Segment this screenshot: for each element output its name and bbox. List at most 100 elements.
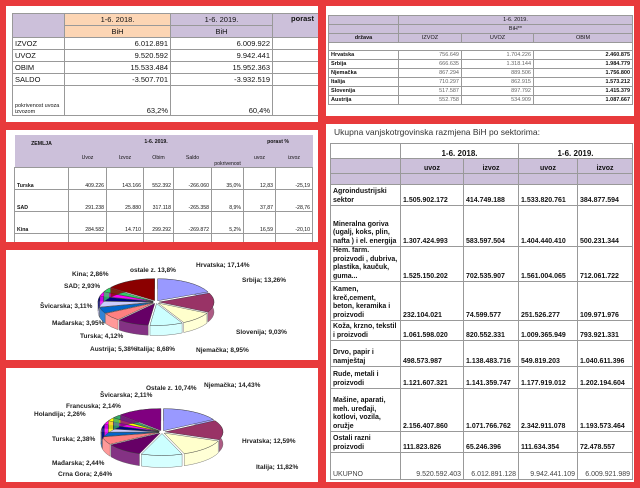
growth-cell: [272, 85, 318, 116]
cell: 897.792: [461, 86, 534, 96]
table-row: Ostali razni proizvodi 111.823.826 65.246.…: [330, 431, 633, 453]
cell: 8,9%: [210, 188, 245, 212]
row-label: pokrivenost uvoza izvozom: [12, 85, 65, 116]
cell: 552.392: [143, 166, 174, 190]
pie-label: ostale z. 13,8%: [130, 267, 176, 274]
period-header: 1-6. 2019.: [144, 139, 168, 145]
cell: 1.561.004.065: [518, 246, 578, 282]
country-name: Turska: [14, 166, 69, 190]
cell: 867.294: [398, 68, 462, 78]
pie-svg: [97, 278, 215, 336]
col-header: izvoz: [577, 158, 633, 174]
row-label: IZVOZ: [12, 37, 65, 50]
pie-slice: [118, 303, 156, 326]
table-row: Hrvatska 756.649 1.704.226 2.460.875: [328, 50, 634, 60]
cell: 72.478.557: [577, 431, 633, 453]
sector-name: Rude, metali i proizvodi: [330, 366, 401, 389]
cell: 284.582: [68, 210, 107, 234]
table-row: pokrivenost uvoza izvozom 63,2% 60,4%: [12, 85, 318, 116]
pie-slice: [149, 303, 183, 326]
growth-cell: [272, 49, 318, 62]
pie-label: Turska; 2,38%: [52, 436, 96, 443]
sub-header: BiH**: [397, 24, 634, 34]
row-label: SALDO: [12, 73, 65, 86]
cell: 1.525.150.202: [400, 246, 464, 282]
pie-label: Holandija; 2,26%: [34, 411, 86, 418]
col-header: uvoz: [400, 158, 464, 174]
cell: 820.552.331: [463, 320, 519, 341]
pie-slice: [119, 408, 162, 431]
pie-label: Srbija; 13,26%: [242, 277, 287, 284]
pie-slice: [158, 302, 208, 323]
col-header: UVOZ: [461, 33, 534, 43]
pie-label: Njemačka; 8,95%: [196, 347, 249, 354]
cell: 232.104.021: [400, 281, 464, 321]
cell: 6.012.891.128: [463, 452, 519, 480]
cell: 1.202.194.604: [577, 366, 633, 389]
countries-detail-panel: ZEMLJA 1-6. 2019. porast % Uvoz Izvoz Obim Sa…: [6, 130, 318, 242]
cell: 1.704.226: [461, 50, 534, 60]
table-row: Koža, krzno, tekstil i proizvodi 1.061.59…: [330, 320, 633, 341]
pie-slice: [110, 278, 155, 301]
row-label: UVOZ: [12, 49, 65, 62]
countries-volume-panel: 1-6. 2019. BiH** država IZVOZ UVOZ OBIM Hrv…: [326, 6, 634, 116]
cell: 109.971.976: [577, 281, 633, 321]
cell: -269.872: [173, 210, 212, 234]
pie-slice: [163, 432, 219, 454]
cell-2018: 15.533.484: [64, 61, 171, 74]
cell: 9.520.592.403: [400, 452, 464, 480]
sub-header: BiH: [64, 25, 171, 38]
table-row: Ruska Federacija116.19842.225158.423-73.…: [14, 232, 314, 242]
col-header: IZVOZ: [398, 33, 462, 43]
cell: 2.342.911.078: [518, 388, 578, 432]
cell: 35,0%: [210, 166, 245, 190]
cell: -265.358: [173, 188, 212, 212]
cell: 143.166: [106, 166, 144, 190]
table-row: Njemačka 867.294 889.506 1.756.800: [328, 68, 634, 78]
cell: 5,2%: [210, 210, 245, 234]
growth-cell: [272, 37, 318, 50]
table-row: Kamen, kreč,cement, beton, keramika i pr…: [330, 281, 633, 321]
cell: 65.246.396: [463, 431, 519, 453]
sector-name: UKUPNO: [330, 452, 401, 480]
cell: 14.710: [106, 210, 144, 234]
country-name: Austrija: [328, 95, 399, 105]
country-name: Hrvatska: [328, 50, 399, 60]
cell: 251.526.277: [518, 281, 578, 321]
cell: 1.307.424.993: [400, 205, 464, 247]
pie-label: Njemačka; 14,43%: [204, 382, 261, 389]
pie-chart-imports: Njemačka; 14,43% Hrvatska; 12,59% Italij…: [6, 368, 318, 482]
pie-label: Italija; 8,68%: [136, 346, 176, 353]
cell: 317.118: [143, 188, 174, 212]
pie-chart-exports: Hrvatska; 17,14% Srbija; 13,26% Slovenij…: [6, 250, 318, 360]
cell: 111.634.354: [518, 431, 578, 453]
period-header: 1-6. 2019.: [397, 15, 634, 25]
cell: -28,76: [275, 188, 314, 212]
cell-2019: -3.932.519: [170, 73, 273, 86]
country-name: Njemačka: [328, 68, 399, 78]
cell: 710.297: [398, 77, 462, 87]
pie-label: SAD; 2,93%: [64, 283, 101, 290]
pie-label: Francuska; 2,14%: [66, 403, 121, 410]
country-header: ZEMLJA: [31, 141, 52, 147]
cell: 42.225: [106, 232, 144, 242]
cell: 552.758: [398, 95, 462, 105]
cell: 1.984.779: [532, 59, 634, 69]
sector-name: Hem. farm. proizvodi , dubriva, plastika…: [330, 246, 401, 282]
cell: 158.423: [143, 232, 174, 242]
col-header: izvoz: [463, 158, 519, 174]
cell: 1.121.607.321: [400, 366, 464, 389]
sector-name: Drvo, papir i namještaj: [330, 340, 401, 367]
cell: 1.009.365.949: [518, 320, 578, 341]
cell: -20,10: [275, 210, 314, 234]
cell: 1.061.598.020: [400, 320, 464, 341]
cell: 549.819.203: [518, 340, 578, 367]
cell: 12,83: [243, 166, 277, 190]
pie-slice: [158, 292, 215, 313]
cell: 793.921.331: [577, 320, 633, 341]
country-name: Kina: [14, 210, 69, 234]
cell: 712.061.722: [577, 246, 633, 282]
cell: 756.649: [398, 50, 462, 60]
blank-header: [328, 24, 399, 34]
blank-header: [400, 173, 464, 185]
